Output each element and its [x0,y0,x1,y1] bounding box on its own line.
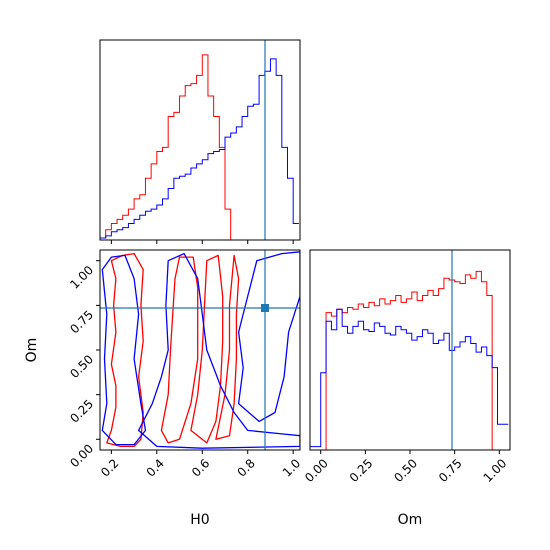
truth-marker [261,304,269,312]
x-h0-tick-label: 0.4 [144,456,167,479]
y-om-tick-label: 0.50 [67,352,96,381]
panel-frame-h0-histogram [99,39,301,241]
x-om-tick-label: 0.25 [347,456,376,485]
contour-series-b-1 [101,254,147,446]
panel-2d-contours: 0.2 0.4 0.6 0.8 1.0 0.000.250.500.751.00 H0 … [24,249,303,528]
x-h0-tick-label: 1.0 [280,456,303,479]
x-axis-label-om: Om [398,512,423,528]
x-axis-label-h0: H0 [190,512,209,528]
y-axis-label-om: Om [24,338,40,363]
x-h0-tick-label: 0.2 [98,456,121,479]
histogram-om-series-b [309,308,509,450]
y-om-tick-label: 0.25 [67,397,96,426]
x-om-tick-label: 1.00 [481,456,510,485]
histogram-om-series-a [310,270,509,451]
contour-series-a-3 [190,254,224,444]
x-om-tick-label: 0.00 [302,456,331,485]
contour-series-a-2 [160,256,199,444]
x-om-tick-label: 0.75 [436,456,465,485]
histogram-h0-series-a [99,54,299,241]
x-om-tick-label: 0.50 [391,456,420,485]
y-om-tick-label: 0.75 [67,308,96,337]
y-om-tick-label: 1.00 [67,263,96,292]
x-h0-tick-label: 0.6 [189,456,212,479]
y-om-tick-label: 0.00 [67,442,96,471]
panel-frame-om-histogram [309,249,511,451]
contour-series-b-2 [137,252,300,449]
panel-om-histogram: 0.00 0.25 0.50 0.75 1.00 Om [302,249,511,528]
panel-h0-histogram [99,39,301,244]
contour-series-a-4 [215,254,240,440]
histogram-h0-series-b [99,58,299,240]
contour-series-b-3 [237,251,300,423]
contour-series-a-1 [106,252,144,448]
panel-frame-2d [99,249,301,451]
x-h0-tick-label: 0.8 [234,456,257,479]
